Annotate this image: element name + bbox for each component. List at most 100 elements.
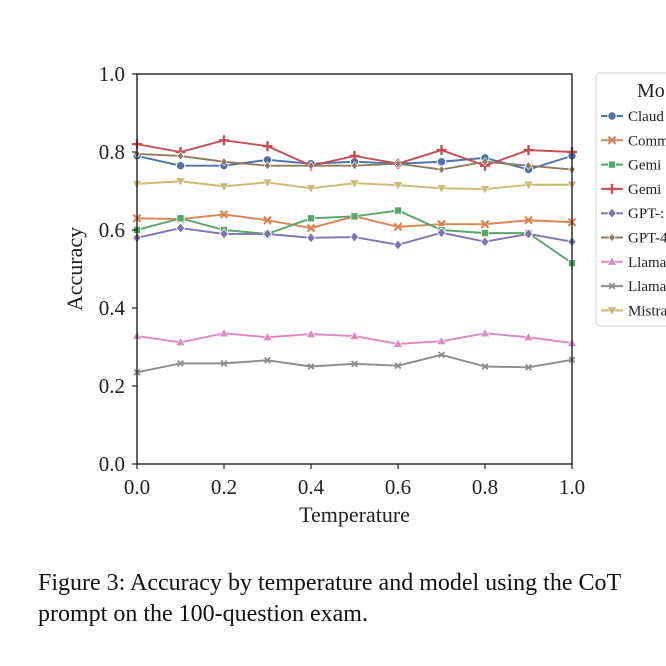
data-point — [438, 351, 445, 359]
data-point — [175, 160, 186, 171]
data-point — [176, 214, 185, 223]
data-point — [436, 227, 447, 239]
legend-item: Claud — [601, 109, 664, 125]
data-point — [480, 236, 490, 248]
data-point — [349, 330, 360, 340]
legend-label: Mistra — [628, 303, 666, 319]
data-point — [177, 359, 184, 367]
data-point — [392, 181, 404, 191]
data-point — [264, 356, 271, 364]
legend-label: Llama — [628, 255, 666, 271]
y-tick-label: 0.0 — [99, 452, 125, 476]
data-point — [176, 151, 185, 161]
data-point — [307, 363, 315, 370]
data-point — [218, 327, 230, 338]
data-point — [350, 212, 359, 221]
legend-marker — [607, 183, 617, 194]
legend-marker — [608, 233, 616, 242]
data-point — [393, 206, 402, 215]
legend-label: Llama — [628, 279, 666, 295]
data-point — [480, 229, 489, 238]
legend-item: Gemi — [601, 158, 661, 174]
legend-marker — [608, 282, 616, 290]
data-point — [523, 145, 534, 156]
data-point — [436, 184, 447, 194]
data-point — [262, 228, 273, 240]
data-point — [523, 228, 534, 240]
legend-item: Mistra — [601, 303, 666, 319]
series-8 — [131, 177, 578, 195]
legend-label: Comm — [628, 133, 666, 149]
data-point — [524, 215, 533, 225]
data-point — [175, 336, 186, 347]
data-point — [351, 360, 358, 368]
data-point — [175, 177, 186, 187]
data-point — [306, 223, 316, 233]
legend-marker — [606, 256, 618, 266]
x-tick-label: 0.6 — [385, 475, 411, 499]
legend-item: Gemi — [601, 182, 661, 198]
data-point — [436, 145, 447, 156]
legend: Mo Claud Comm Gemi Gemi GPT-: GPT-4 Llama Llama M… — [595, 72, 666, 327]
data-point — [305, 328, 317, 338]
data-point — [525, 363, 532, 371]
data-point — [263, 215, 272, 225]
data-point — [481, 363, 489, 370]
legend-label: Gemi — [628, 182, 661, 198]
x-tick-label: 1.0 — [559, 475, 585, 499]
data-point — [220, 359, 228, 367]
data-point — [349, 231, 360, 243]
data-point — [436, 335, 447, 345]
data-point — [523, 331, 534, 341]
data-point — [436, 157, 447, 167]
series-5 — [133, 149, 576, 175]
data-point — [175, 222, 186, 234]
legend-label: GPT-4 — [628, 231, 666, 247]
data-point — [263, 161, 272, 171]
legend-marker — [606, 306, 618, 316]
data-point — [262, 331, 273, 341]
data-point — [523, 181, 534, 191]
data-point — [480, 219, 490, 229]
legend-label: GPT-: — [628, 206, 664, 222]
data-point — [393, 222, 403, 232]
y-tick-label: 0.6 — [99, 218, 125, 242]
legend-marker — [607, 207, 617, 219]
data-point — [218, 182, 230, 192]
data-point — [219, 135, 229, 146]
legend-item: Llama — [601, 279, 666, 295]
legend-item: Comm — [601, 133, 666, 149]
data-point — [305, 184, 317, 194]
data-point — [349, 150, 360, 161]
legend-label: Claud — [628, 109, 664, 125]
data-point — [479, 327, 491, 338]
y-axis-label: Accuracy — [62, 227, 87, 311]
legend-label: Gemi — [628, 158, 661, 174]
y-tick-label: 0.2 — [99, 374, 125, 398]
data-point — [306, 232, 316, 244]
data-point — [394, 159, 402, 169]
figure-caption: Figure 3: Accuracy by temperature and mo… — [38, 570, 621, 627]
x-tick-label: 0.2 — [211, 475, 237, 499]
y-tick-label: 0.4 — [99, 296, 126, 320]
legend-item: GPT-4 — [601, 231, 666, 247]
data-point — [262, 141, 273, 152]
data-point — [220, 157, 228, 167]
legend-marker — [608, 160, 617, 169]
data-point — [524, 161, 533, 171]
data-point — [306, 214, 315, 223]
data-point — [350, 161, 359, 171]
data-point — [219, 210, 229, 219]
series-7 — [133, 351, 576, 376]
data-point — [219, 228, 229, 240]
legend-item: Llama — [601, 255, 666, 271]
y-tick-label: 1.0 — [99, 62, 125, 86]
data-point — [307, 161, 315, 171]
series-4 — [132, 222, 577, 251]
data-point — [394, 362, 402, 370]
legend-title: Mo — [637, 80, 665, 102]
x-tick-label: 0.8 — [472, 475, 498, 499]
data-point — [437, 165, 446, 175]
plot-frame — [136, 73, 573, 465]
